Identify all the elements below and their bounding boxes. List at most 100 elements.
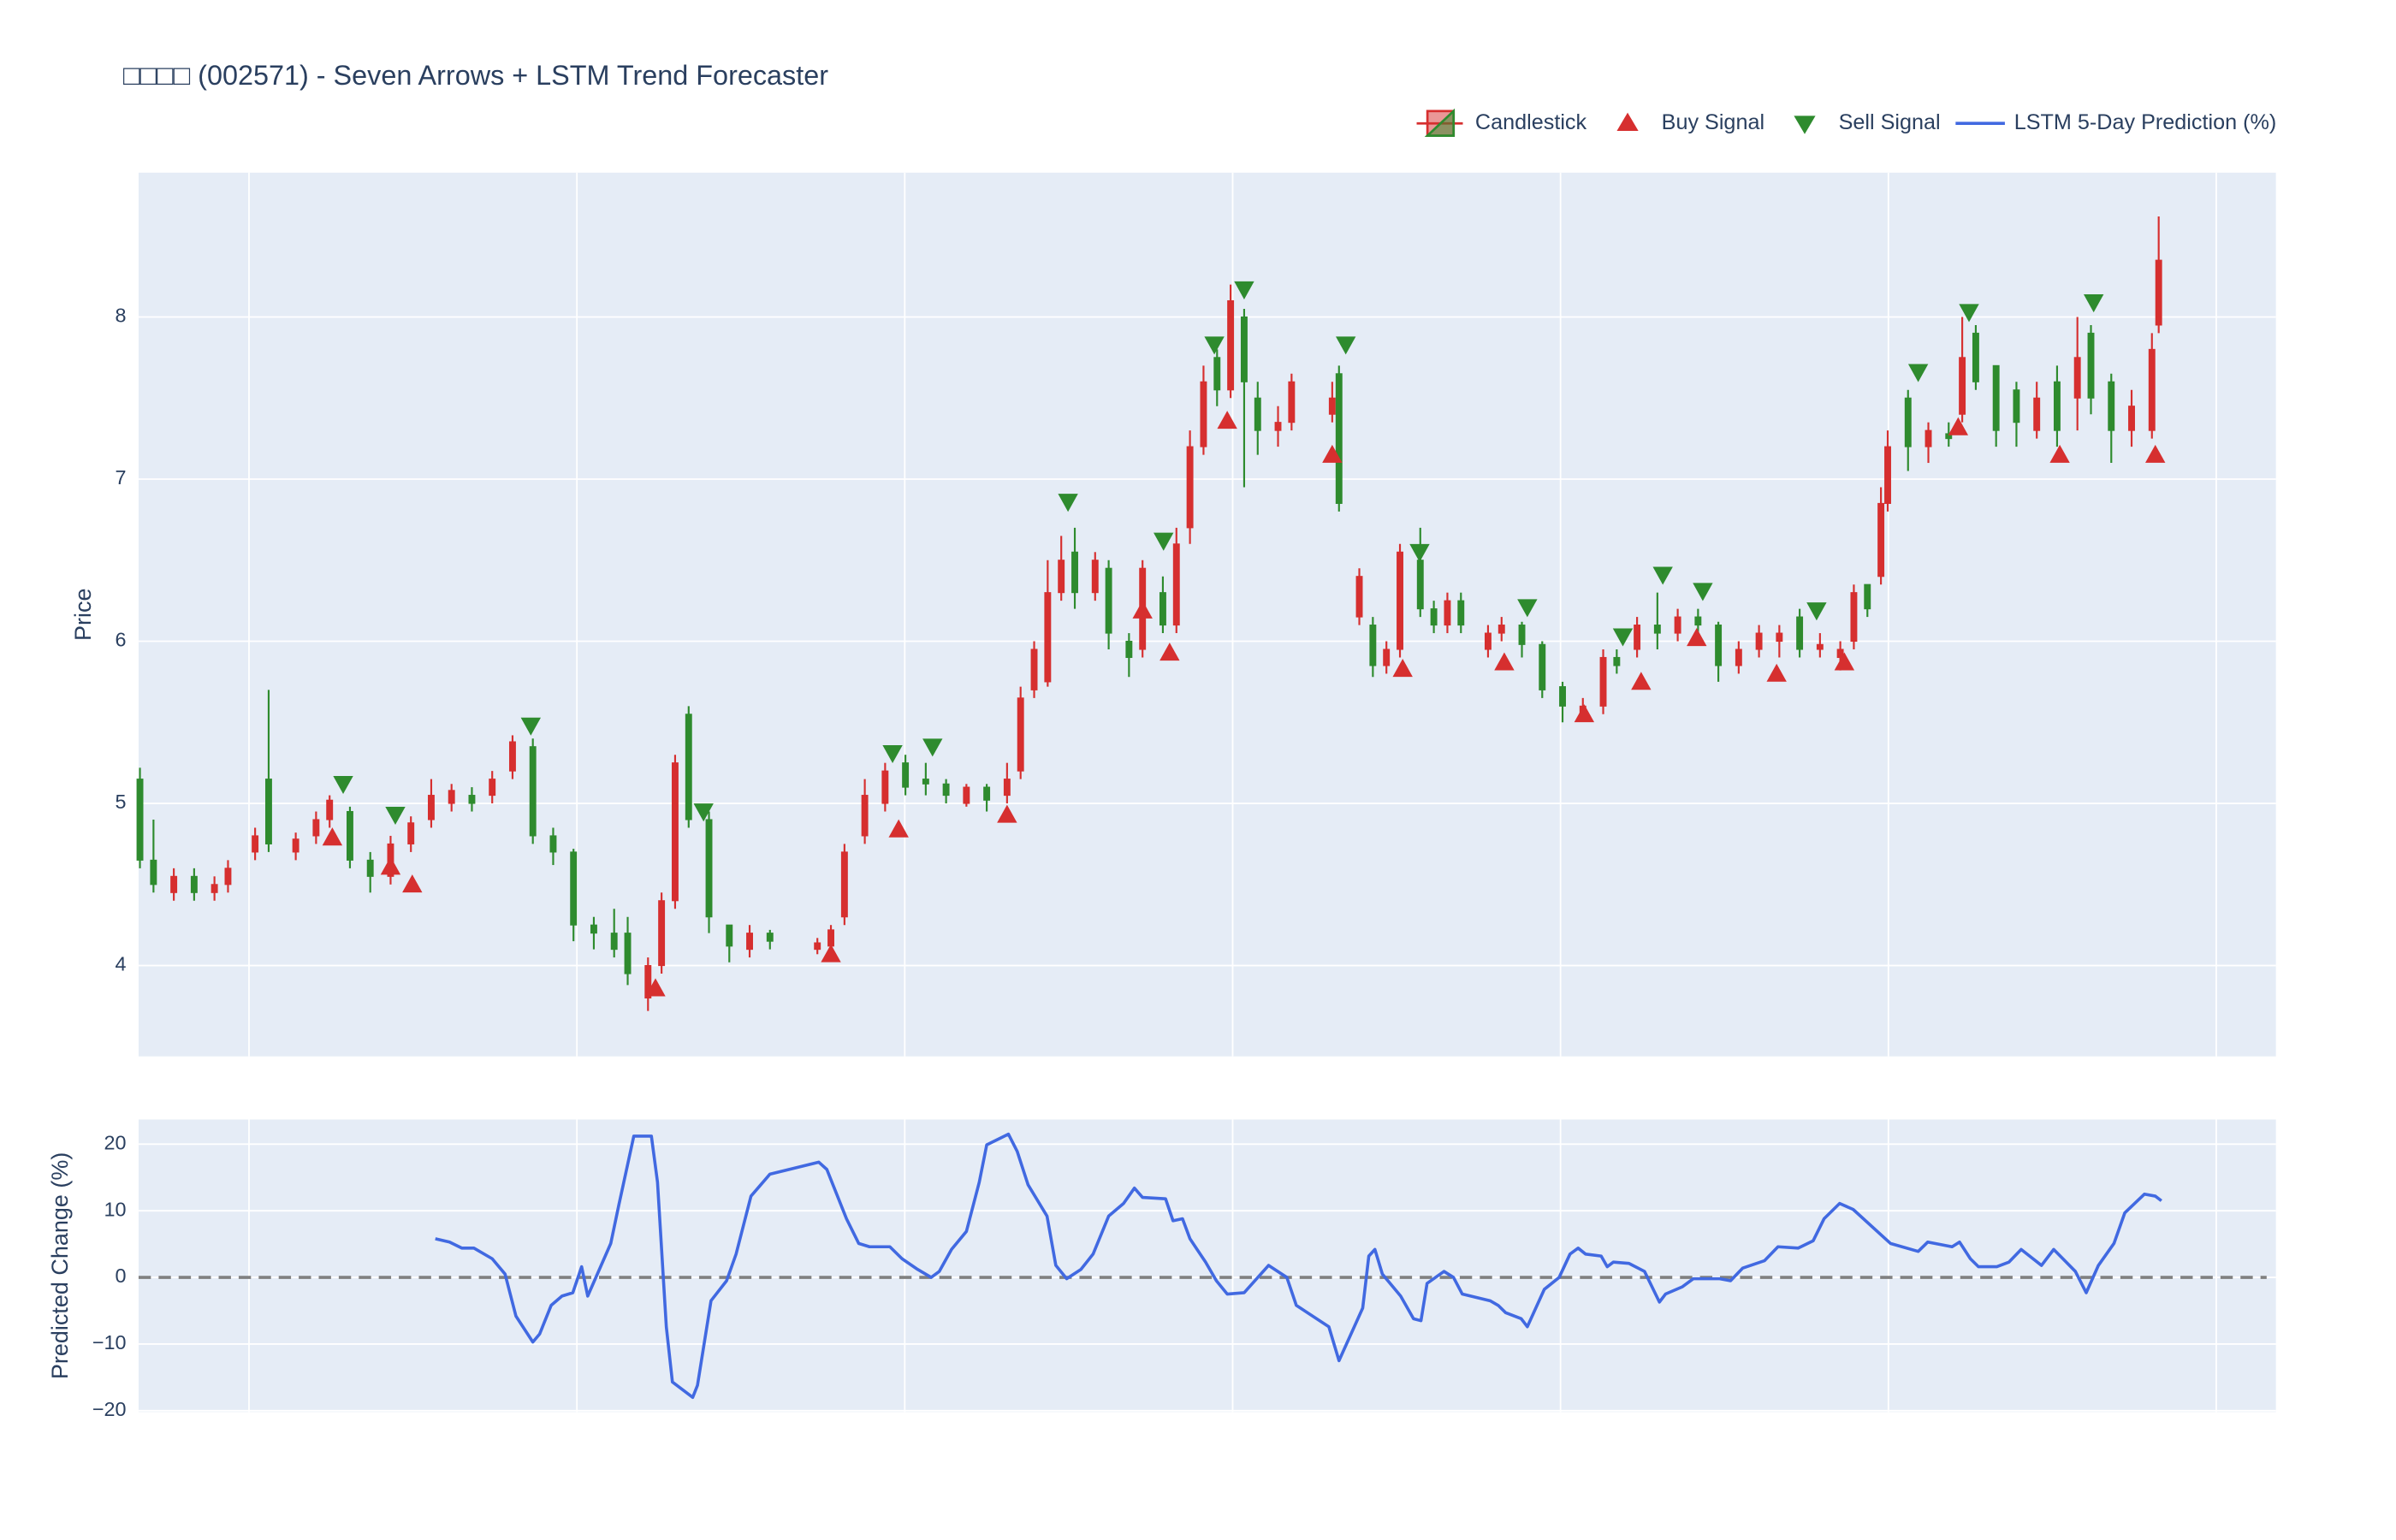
signal-marker bbox=[1693, 583, 1713, 601]
y-axis-label: Price bbox=[70, 589, 96, 641]
candle-body bbox=[326, 799, 334, 820]
candle-body bbox=[312, 819, 320, 837]
candle-body bbox=[1240, 316, 1248, 382]
candle-body bbox=[1430, 608, 1438, 626]
y-tick-label: 4 bbox=[116, 953, 127, 975]
candle-body bbox=[427, 795, 435, 820]
candle-body bbox=[1518, 625, 1526, 645]
candle-body bbox=[1674, 616, 1681, 634]
candle-body bbox=[224, 868, 232, 886]
candle-body bbox=[1044, 592, 1052, 683]
signal-marker bbox=[1058, 494, 1078, 512]
signal-marker bbox=[882, 744, 903, 763]
candle-body bbox=[1877, 502, 1885, 578]
candle-body bbox=[1904, 397, 1912, 447]
candle-body bbox=[1416, 560, 1424, 610]
signal-marker bbox=[821, 944, 841, 962]
signal-marker bbox=[1409, 543, 1430, 562]
signal-marker bbox=[1217, 411, 1237, 429]
signal-marker bbox=[385, 806, 406, 826]
candle-body bbox=[1735, 649, 1742, 666]
candle-body bbox=[1091, 560, 1099, 594]
signal-marker bbox=[2049, 444, 2070, 463]
candle-body bbox=[1328, 397, 1336, 415]
candle-body bbox=[1369, 625, 1377, 666]
signal-marker bbox=[1959, 304, 1979, 323]
candle-body bbox=[1355, 576, 1363, 618]
candle-body bbox=[1864, 583, 1871, 610]
candle-body bbox=[685, 714, 692, 820]
candle-body bbox=[827, 929, 834, 947]
candle-body bbox=[1254, 397, 1261, 431]
candle-body bbox=[508, 741, 516, 772]
candle-body bbox=[1816, 643, 1824, 650]
candle-body bbox=[840, 851, 848, 918]
candle-body bbox=[1925, 429, 1932, 447]
candle-body bbox=[671, 762, 679, 902]
candle-body bbox=[170, 875, 178, 893]
y-tick-label: −10 bbox=[92, 1331, 127, 1353]
candle-body bbox=[1613, 656, 1621, 666]
candle-body bbox=[1836, 649, 1844, 659]
candle-body bbox=[1444, 600, 1451, 626]
candle-body bbox=[2087, 332, 2095, 399]
candle-body bbox=[705, 819, 713, 918]
signal-marker bbox=[1806, 602, 1827, 621]
signal-marker bbox=[1907, 364, 1929, 382]
candle-body bbox=[1796, 616, 1804, 650]
signal-marker bbox=[1234, 281, 1254, 299]
legend-icon bbox=[1424, 108, 1456, 137]
candle-body bbox=[726, 924, 733, 947]
candle-body bbox=[658, 900, 666, 967]
plot-area bbox=[138, 172, 2276, 1057]
candle-body bbox=[264, 779, 272, 844]
legend-icon bbox=[1616, 112, 1639, 132]
signal-marker bbox=[1392, 659, 1413, 678]
candle-body bbox=[366, 859, 374, 877]
candle-body bbox=[346, 810, 353, 861]
candle-body bbox=[1850, 592, 1858, 643]
candle-body bbox=[2148, 348, 2156, 431]
y-tick-label: 10 bbox=[104, 1198, 127, 1220]
candle-body bbox=[1694, 616, 1702, 626]
candle-body bbox=[1539, 643, 1546, 690]
candle-body bbox=[252, 835, 259, 853]
candle-body bbox=[1972, 332, 1979, 382]
signal-marker bbox=[693, 803, 714, 822]
legend-label: LSTM 5-Day Prediction (%) bbox=[2014, 110, 2277, 134]
candle-body bbox=[1172, 543, 1180, 626]
y-tick-label: 5 bbox=[116, 791, 127, 813]
candle-body bbox=[746, 933, 753, 951]
signal-marker bbox=[1652, 566, 1673, 585]
signal-marker bbox=[1631, 672, 1652, 690]
signal-marker bbox=[2145, 444, 2166, 463]
candle-body bbox=[1383, 649, 1391, 666]
candle-body bbox=[2128, 406, 2135, 431]
legend-label: Buy Signal bbox=[1662, 110, 1764, 134]
candle-body bbox=[1159, 592, 1166, 626]
candle-body bbox=[963, 786, 970, 804]
candle-body bbox=[1071, 551, 1078, 594]
signal-marker bbox=[922, 738, 943, 757]
signal-marker bbox=[1154, 532, 1174, 551]
signal-marker bbox=[1766, 663, 1787, 682]
candle-body bbox=[150, 859, 157, 886]
line-series bbox=[435, 1132, 2162, 1400]
candle-body bbox=[2013, 389, 2020, 424]
candle-body bbox=[1125, 640, 1133, 659]
candle-body bbox=[1030, 649, 1038, 690]
signal-marker bbox=[1687, 628, 1707, 647]
signal-marker bbox=[333, 775, 353, 795]
candle-body bbox=[1200, 381, 1207, 447]
candle-body bbox=[136, 779, 144, 861]
candle-body bbox=[942, 783, 950, 797]
candle-body bbox=[1213, 357, 1221, 391]
candle-body bbox=[1484, 632, 1492, 650]
candle-body bbox=[1017, 697, 1024, 772]
signal-marker bbox=[322, 827, 343, 846]
candle-body bbox=[2155, 259, 2162, 326]
signal-marker bbox=[520, 717, 542, 736]
candle-body bbox=[1776, 632, 1783, 643]
candle-body bbox=[861, 795, 869, 837]
